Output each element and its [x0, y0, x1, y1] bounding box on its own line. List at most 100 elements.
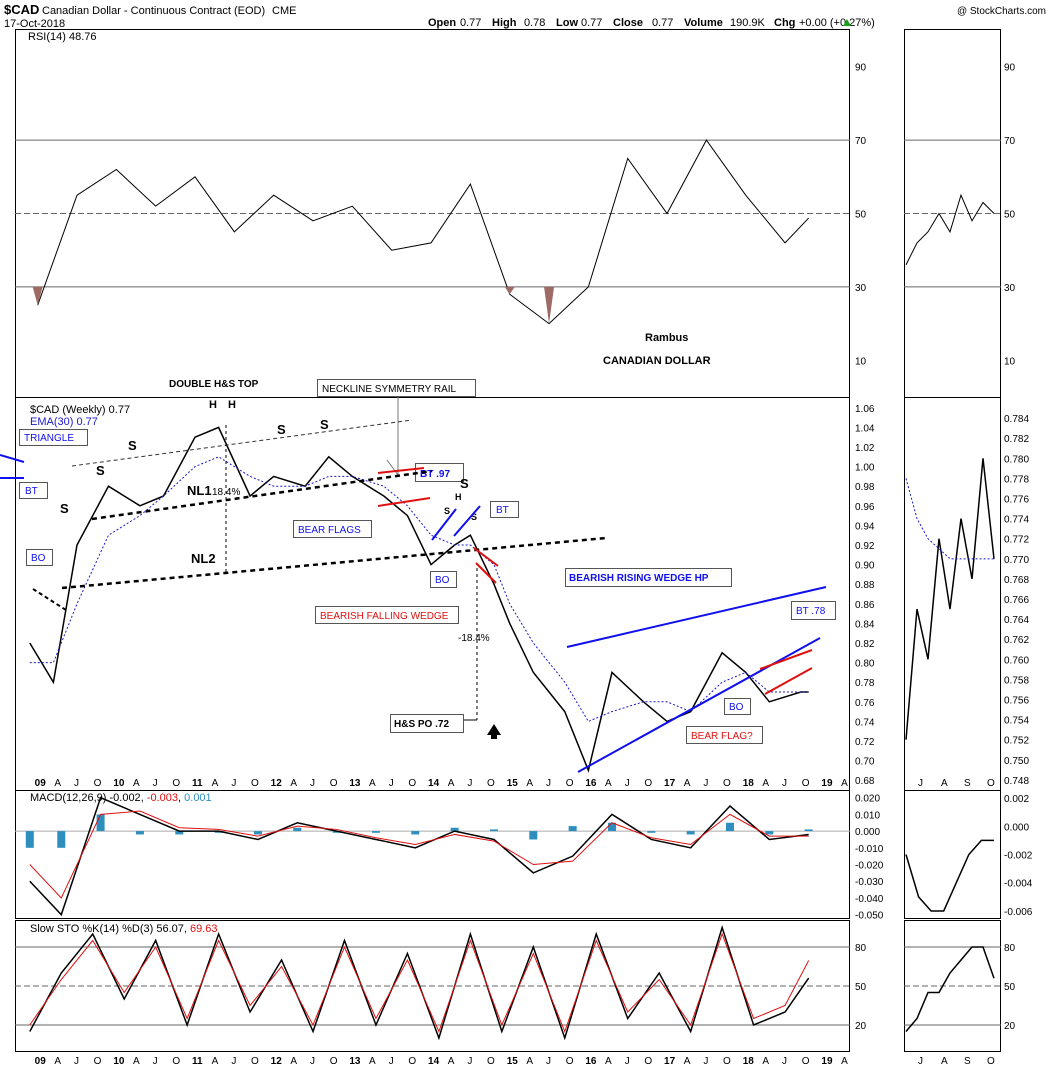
- marker-h-1: H: [209, 399, 217, 411]
- x-tick-0-1: A: [54, 778, 61, 789]
- y-tick-1-3: 1.00: [855, 463, 875, 474]
- macd-hist-bar: [25, 831, 34, 848]
- x-tick-1-25: A: [526, 1056, 533, 1067]
- neckline-rail-upper: [71, 419, 413, 467]
- ema-label: EMA(30) 0.77: [30, 416, 98, 428]
- y-tick-0-3: 30: [855, 283, 867, 294]
- bear-flag-bottom: [377, 497, 431, 507]
- x-tick-0-41: A: [841, 778, 848, 789]
- x-tick-1-37: A: [762, 1056, 769, 1067]
- chart-header: $CAD Canadian Dollar - Continuous Contra…: [4, 2, 1046, 30]
- x-tick-1-1: A: [54, 1056, 61, 1067]
- ohlc-value-1: 0.78: [524, 17, 545, 29]
- daily-rsi-line: [905, 193, 995, 266]
- x-tick-1-17: A: [369, 1056, 376, 1067]
- daily-macd-line: [905, 839, 994, 912]
- y-tick-2-7: -0.050: [855, 911, 884, 922]
- daily-y-tick-3-2: 20: [1004, 1021, 1016, 1032]
- ohlc-value-3: 0.77: [652, 17, 673, 29]
- daily-macd-tick-0: 0.002: [1004, 794, 1029, 805]
- price-label: $CAD (Weekly) 0.77: [30, 404, 130, 416]
- y-tick-1-0: 1.06: [855, 404, 875, 415]
- y-tick-2-2: 0.000: [855, 827, 880, 838]
- macd-hist-bar: [607, 822, 616, 832]
- ohlc-label-3: Close: [613, 17, 643, 29]
- daily-macd-tick-3: -0.004: [1004, 879, 1033, 890]
- x-tick-1-3: O: [94, 1056, 102, 1067]
- marker-s-1: S: [60, 501, 69, 516]
- y-tick-1-7: 0.92: [855, 541, 875, 552]
- daily-price-tick-2: 0.780: [1004, 454, 1029, 465]
- macd-hist-bar: [293, 827, 302, 832]
- x-tick-1-26: J: [546, 1056, 551, 1067]
- annot-pct-drop: -18.4%: [458, 633, 490, 644]
- y-tick-2-1: 0.010: [855, 810, 880, 821]
- daily-price-tick-16: 0.752: [1004, 736, 1029, 747]
- x-tick-0-38: J: [782, 778, 787, 789]
- x-tick-0-31: O: [644, 778, 652, 789]
- y-tick-2-5: -0.030: [855, 877, 884, 888]
- x-tick-0-21: A: [448, 778, 455, 789]
- macd-signal-line: [29, 810, 809, 899]
- marker-s-7: S: [444, 506, 450, 516]
- daily-price-tick-11: 0.762: [1004, 635, 1029, 646]
- bear-flag-2b: [453, 505, 481, 537]
- marker-s-5: S: [320, 417, 329, 432]
- macd-hist-bar: [568, 826, 577, 832]
- rising-wedge-top: [566, 586, 827, 648]
- annot-bt-left: BT: [25, 486, 38, 497]
- marker-s-8: S: [471, 512, 477, 522]
- macd-frame: [15, 790, 850, 919]
- x-tick-0-19: O: [408, 778, 416, 789]
- daily-y-tick-0-0: 90: [1004, 63, 1016, 74]
- y-tick-0-4: 10: [855, 356, 867, 367]
- annot-bt97: BT .97: [420, 469, 450, 480]
- annot-neckline-rail: NECKLINE SYMMETRY RAIL: [322, 384, 457, 395]
- x-tick-1-32: 17: [664, 1056, 676, 1067]
- x-tick-1-20: 14: [428, 1056, 440, 1067]
- ohlc-value-2: 0.77: [581, 17, 602, 29]
- daily-y-tick-0-1: 70: [1004, 136, 1016, 147]
- x-tick-1-15: O: [330, 1056, 338, 1067]
- daily-macd-tick-1: 0.000: [1004, 822, 1029, 833]
- macd-hist-bar: [96, 814, 105, 832]
- change-up-icon: [843, 19, 851, 26]
- x-tick-0-29: A: [605, 778, 612, 789]
- y-tick-2-3: -0.010: [855, 844, 884, 855]
- daily-x-tick-1-3: O: [987, 1056, 995, 1067]
- daily-y-tick-3-0: 80: [1004, 943, 1016, 954]
- x-tick-0-13: A: [290, 778, 297, 789]
- y-tick-2-6: -0.040: [855, 894, 884, 905]
- daily-macd-frame: [904, 790, 1001, 919]
- daily-price-tick-14: 0.756: [1004, 696, 1029, 707]
- annot-bear-flags: BEAR FLAGS: [298, 525, 361, 536]
- annot-double-hs: DOUBLE H&S TOP: [169, 379, 259, 390]
- x-tick-0-28: 16: [585, 778, 597, 789]
- bear-flag-top: [377, 467, 425, 474]
- x-tick-0-22: J: [467, 778, 472, 789]
- annot-rambus: Rambus: [645, 332, 688, 344]
- ohlc-label-2: Low: [556, 17, 578, 29]
- x-tick-1-39: O: [802, 1056, 810, 1067]
- macd-hist-bar: [725, 822, 734, 832]
- y-tick-1-11: 0.84: [855, 619, 875, 630]
- daily-frame: [904, 29, 1001, 791]
- x-tick-1-38: J: [782, 1056, 787, 1067]
- y-tick-0-0: 90: [855, 63, 867, 74]
- annot-bearish-falling: BEARISH FALLING WEDGE: [320, 611, 449, 622]
- daily-price-tick-9: 0.766: [1004, 595, 1029, 606]
- bear-flag-right-bottom: [764, 667, 813, 695]
- daily-price-tick-1: 0.782: [1004, 434, 1029, 445]
- annotations: Rambus CANADIAN DOLLAR DOUBLE H&S TOP NE…: [19, 332, 836, 744]
- daily-price-tick-5: 0.774: [1004, 515, 1029, 526]
- annot-bo-mid: BO: [435, 575, 450, 586]
- exchange: CME: [272, 5, 296, 17]
- daily-price-tick-4: 0.776: [1004, 495, 1029, 506]
- x-tick-0-30: J: [625, 778, 630, 789]
- annot-triangle: TRIANGLE: [24, 433, 74, 444]
- falling-wedge-bottom: [475, 562, 497, 584]
- x-tick-0-39: O: [802, 778, 810, 789]
- x-tick-1-35: O: [723, 1056, 731, 1067]
- annot-bear-flag-q: BEAR FLAG?: [691, 731, 753, 742]
- series-layer: [25, 139, 995, 1041]
